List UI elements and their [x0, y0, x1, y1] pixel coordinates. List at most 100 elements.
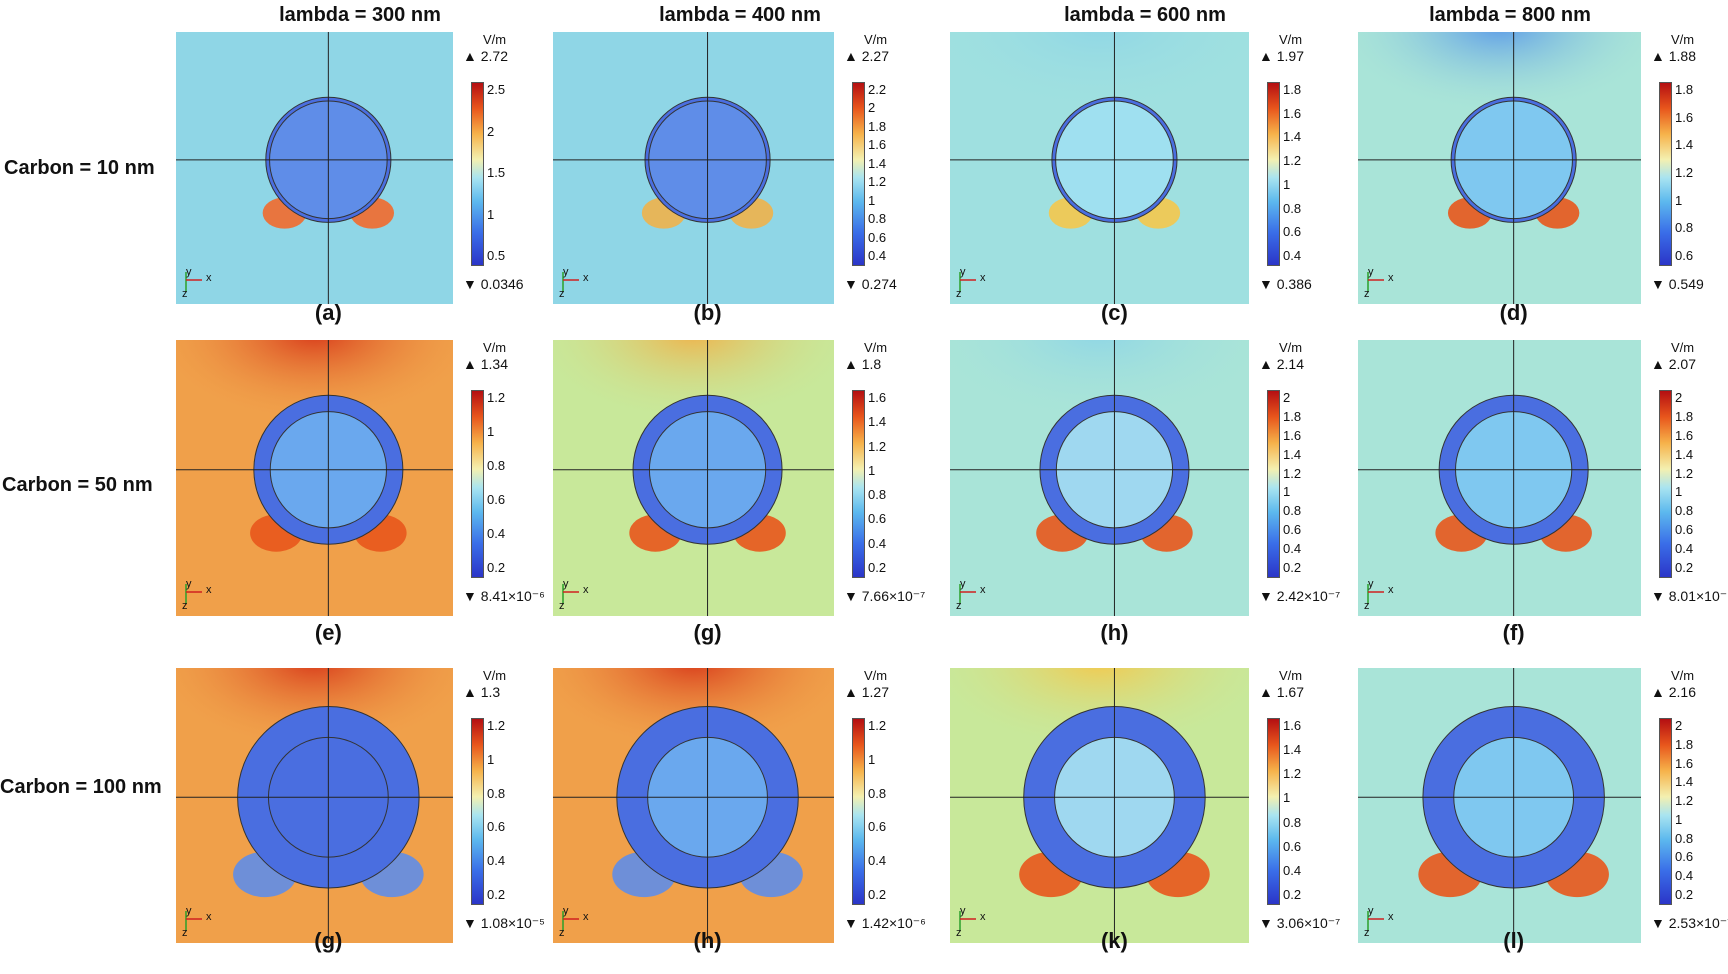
colorbar-tick: 1.2 — [868, 174, 887, 190]
colorbar-tick: 1.6 — [1283, 718, 1302, 733]
colorbar-tick: 1.5 — [487, 165, 506, 180]
field-map — [553, 340, 834, 616]
unit-label: V/m — [864, 32, 888, 47]
colorbar — [1659, 718, 1672, 905]
axes-triad-icon: y x z — [559, 578, 599, 612]
colorbar-tick: 0.4 — [487, 526, 506, 541]
axis-label-y: y — [563, 266, 569, 278]
colorbar — [852, 82, 865, 266]
max-value: ▲ 1.8 — [844, 356, 882, 372]
colorbar — [1659, 390, 1672, 578]
axis-label-y: y — [1368, 905, 1374, 917]
axis-label-z: z — [956, 600, 962, 612]
colorbar-tick: 0.8 — [1675, 503, 1694, 519]
axes-triad-icon: y x z — [182, 578, 222, 612]
colorbar-tick: 0.8 — [487, 785, 506, 801]
field-map-panel: y x z V/m ▲ 2.27 2.2 2 1.8 1.6 1.4 1.2 1 0.8 0.6 0.4 ▼ … — [553, 32, 929, 304]
axes-triad-icon: y x z — [559, 905, 599, 939]
axes-triad-icon: y x z — [1364, 578, 1404, 612]
axes-triad-icon: y x z — [182, 266, 222, 300]
unit-label: V/m — [864, 340, 888, 355]
colorbar-tick: 2.2 — [868, 82, 887, 97]
colorbar — [1659, 82, 1672, 266]
colorbar-tick: 0.6 — [1283, 838, 1302, 854]
field-map-panel: y x z V/m ▲ 1.88 1.8 1.6 1.4 1.2 1 0.8 0.6 ▼ 0.549 — [1358, 32, 1728, 304]
colorbar-tick: 0.6 — [868, 819, 887, 835]
axis-label-x: x — [980, 584, 986, 596]
panel-caption: (c) — [1100, 300, 1128, 325]
column-title-800nm: lambda = 800 nm — [1429, 4, 1591, 26]
column-title-600nm: lambda = 600 nm — [1064, 4, 1226, 26]
colorbar-tick: 1 — [868, 751, 876, 767]
min-value: ▼ 2.53×10⁻⁷ — [1651, 915, 1728, 931]
row-label-carbon-100nm: Carbon = 100 nm — [0, 776, 162, 798]
field-map — [176, 32, 453, 304]
row-label-carbon-10nm: Carbon = 10 nm — [4, 157, 155, 179]
panel-caption: (k) — [1100, 928, 1128, 953]
max-value: ▲ 1.88 — [1651, 48, 1696, 64]
colorbar-tick: 0.2 — [1675, 560, 1694, 575]
field-map — [553, 668, 834, 943]
max-value: ▲ 2.27 — [844, 48, 889, 64]
axis-label-y: y — [1368, 578, 1374, 590]
colorbar-tick: 0.8 — [868, 785, 887, 801]
colorbar-tick: 1 — [868, 192, 876, 208]
colorbar-tick: 1 — [1675, 484, 1683, 500]
max-value: ▲ 2.72 — [463, 48, 508, 64]
axes-triad-icon: y x z — [559, 266, 599, 300]
colorbar-tick: 1.2 — [1675, 465, 1694, 481]
axis-label-z: z — [956, 927, 962, 939]
max-value: ▲ 2.14 — [1259, 356, 1304, 372]
colorbar-tick: 0.4 — [1283, 541, 1302, 557]
colorbar-tick: 2.5 — [487, 82, 506, 97]
colorbar-tick: 0.4 — [1283, 862, 1302, 878]
unit-label: V/m — [1279, 32, 1303, 47]
unit-label: V/m — [483, 340, 507, 355]
axis-label-y: y — [186, 905, 192, 917]
field-map — [1358, 32, 1641, 304]
axis-label-z: z — [1364, 288, 1370, 300]
colorbar-tick: 2 — [1283, 390, 1291, 405]
colorbar-tick: 0.6 — [1675, 849, 1694, 865]
colorbar-tick: 0.4 — [868, 248, 887, 263]
panel-caption: (g) — [693, 620, 722, 645]
panel-caption: (b) — [693, 300, 722, 325]
colorbar-tick: 0.8 — [1283, 200, 1302, 216]
min-value: ▼ 0.386 — [1259, 276, 1312, 292]
colorbar-tick: 0.8 — [487, 458, 506, 473]
colorbar-tick: 1.4 — [1283, 742, 1302, 758]
colorbar-tick: 1.2 — [1675, 165, 1694, 180]
max-value: ▲ 1.34 — [463, 356, 508, 372]
colorbar — [471, 390, 484, 578]
colorbar — [471, 82, 484, 266]
axis-label-x: x — [1388, 911, 1394, 923]
colorbar-tick: 1.2 — [1283, 766, 1302, 782]
field-map-panel: y x z V/m ▲ 2.72 2.5 2 1.5 1 0.5 ▼ 0.0346 — [176, 32, 548, 304]
colorbar-tick: 1.2 — [1283, 465, 1302, 481]
colorbar-tick: 1.8 — [1283, 408, 1302, 424]
unit-label: V/m — [483, 668, 507, 683]
axis-label-z: z — [182, 288, 188, 300]
colorbar-tick: 1.6 — [1675, 427, 1694, 443]
colorbar-tick: 1 — [1283, 484, 1291, 500]
axes-triad-icon: y x z — [956, 266, 996, 300]
colorbar — [852, 390, 865, 578]
colorbar-tick: 0.5 — [487, 248, 506, 263]
colorbar-tick: 1.4 — [1283, 129, 1302, 145]
colorbar — [471, 718, 484, 905]
field-map-panel: y x z V/m ▲ 1.97 1.8 1.6 1.4 1.2 1 0.8 0.6 0.4 ▼ 0.38… — [950, 32, 1344, 304]
unit-label: V/m — [1671, 32, 1695, 47]
colorbar-tick: 0.8 — [1675, 220, 1694, 236]
unit-label: V/m — [864, 668, 888, 683]
axes-triad-icon: y x z — [956, 905, 996, 939]
unit-label: V/m — [1279, 340, 1303, 355]
colorbar-tick: 1.2 — [487, 718, 506, 733]
unit-label: V/m — [483, 32, 507, 47]
colorbar-tick: 1 — [487, 751, 495, 767]
min-value: ▼ 0.0346 — [463, 276, 524, 292]
axes-triad-icon: y x z — [1364, 266, 1404, 300]
colorbar-tick: 0.6 — [868, 511, 887, 527]
axis-label-x: x — [980, 911, 986, 923]
colorbar-tick: 0.4 — [1283, 248, 1302, 263]
min-value: ▼ 1.42×10⁻⁶ — [844, 915, 926, 931]
